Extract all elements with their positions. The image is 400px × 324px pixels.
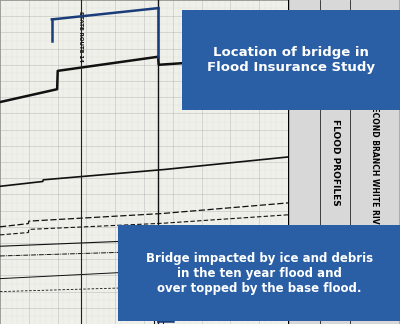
Text: 510: 510 bbox=[292, 233, 312, 243]
Text: FLOOD PROFILES: FLOOD PROFILES bbox=[331, 119, 340, 205]
Text: Bridge impacted by ice and debris
in the ten year flood and
over topped by the b: Bridge impacted by ice and debris in the… bbox=[146, 252, 373, 295]
Text: Location of bridge in
Flood Insurance Study: Location of bridge in Flood Insurance St… bbox=[207, 46, 375, 74]
Text: 520: 520 bbox=[292, 75, 312, 84]
Text: SECOND BRANCH WHITE RIV: SECOND BRANCH WHITE RIV bbox=[370, 101, 380, 223]
Text: STATE ROUTE 14: STATE ROUTE 14 bbox=[78, 11, 83, 62]
